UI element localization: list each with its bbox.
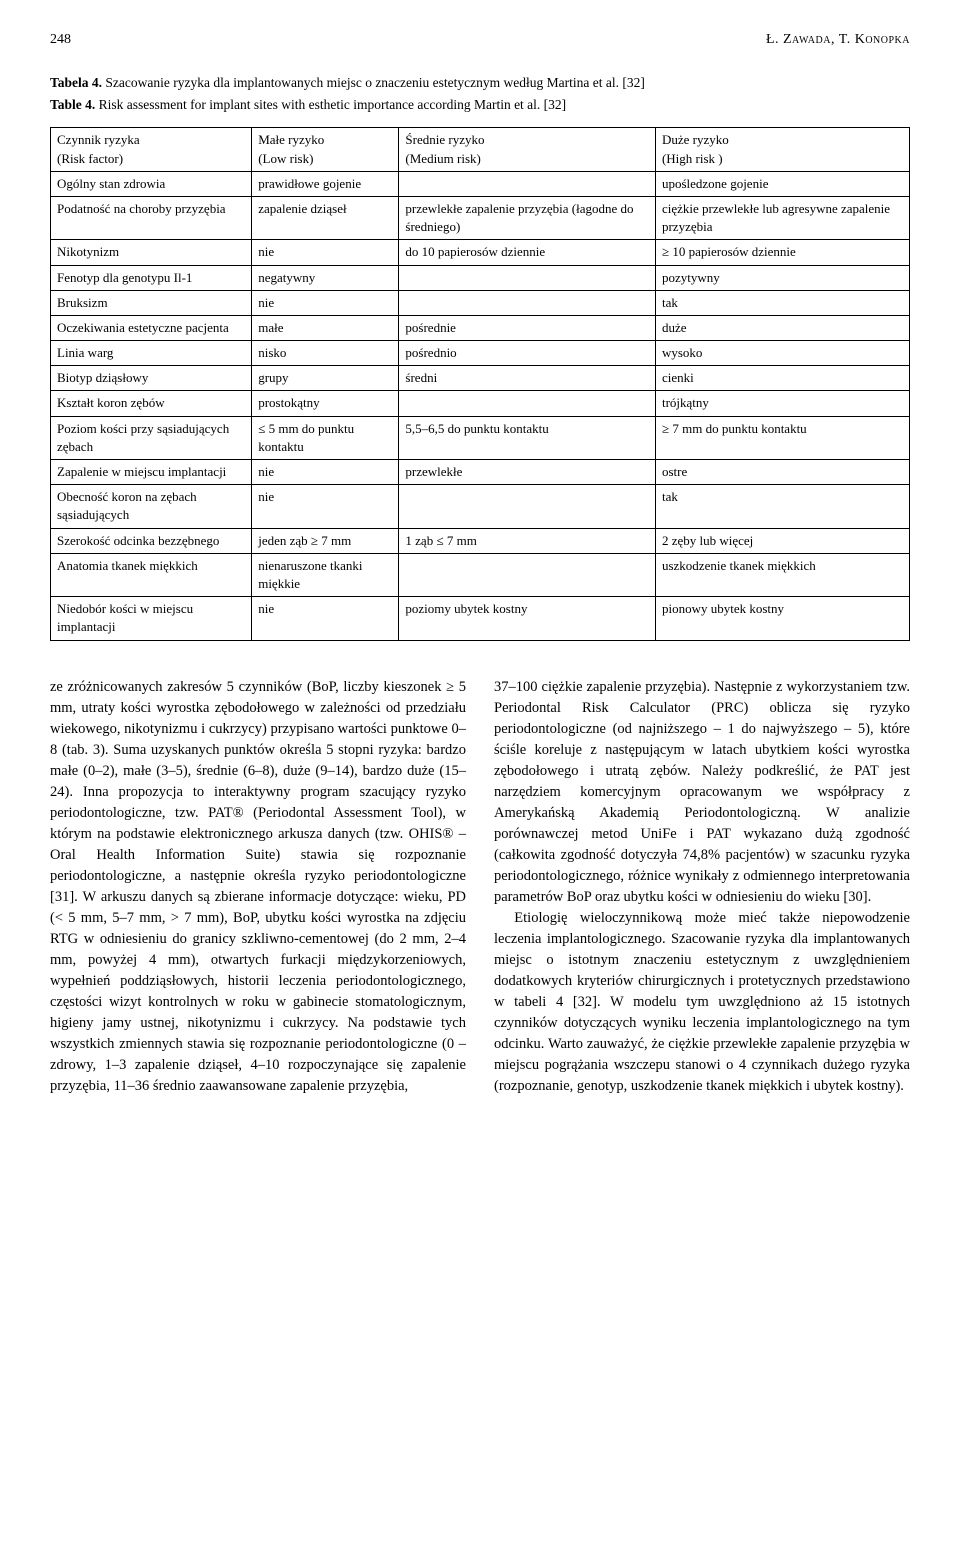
table-cell: Szerokość odcinka bezzębnego	[51, 528, 252, 553]
table-caption-pl: Tabela 4. Szacowanie ryzyka dla implanto…	[50, 74, 910, 93]
table-cell: Fenotyp dla genotypu Il-1	[51, 265, 252, 290]
body-paragraph: Etiologię wieloczynnikową może mieć takż…	[494, 908, 910, 1097]
table-cell: ciężkie przewlekłe lub agresywne zapalen…	[655, 196, 909, 239]
table-cell: Poziom kości przy sąsiadujących zębach	[51, 416, 252, 459]
table-cell: przewlekłe	[399, 460, 656, 485]
table-cell: duże	[655, 315, 909, 340]
table-cell: ≥ 7 mm do punktu kontaktu	[655, 416, 909, 459]
table-cell: pośrednio	[399, 341, 656, 366]
table-row: Oczekiwania estetyczne pacjentamałepośre…	[51, 315, 910, 340]
table-cell: Ogólny stan zdrowia	[51, 171, 252, 196]
table-row: Linia wargniskopośredniowysoko	[51, 341, 910, 366]
page-number: 248	[50, 30, 71, 50]
table-cell: małe	[252, 315, 399, 340]
table-cell: Obecność koron na zębach sąsiadujących	[51, 485, 252, 528]
page-header: 248 Ł. Zawada, T. Konopka	[50, 30, 910, 50]
table-cell: 2 zęby lub więcej	[655, 528, 909, 553]
table-cell: Niedobór kości w miejscu implantacji	[51, 597, 252, 640]
col-header-0: Czynnik ryzyka (Risk factor)	[51, 128, 252, 171]
table-row: Ogólny stan zdrowiaprawidłowe gojenie upo…	[51, 171, 910, 196]
table-cell: nie	[252, 240, 399, 265]
table-cell: nie	[252, 460, 399, 485]
table-cell: cienki	[655, 366, 909, 391]
right-column: 37–100 ciężkie zapalenie przyzębia). Nas…	[494, 677, 910, 1097]
table-caption-text: Szacowanie ryzyka dla implantowanych mie…	[105, 75, 644, 90]
table-body: Ogólny stan zdrowiaprawidłowe gojenie upo…	[51, 171, 910, 640]
table-row: Poziom kości przy sąsiadujących zębach≤ …	[51, 416, 910, 459]
table-cell: nie	[252, 290, 399, 315]
table-cell: Biotyp dziąsłowy	[51, 366, 252, 391]
table-cell: tak	[655, 485, 909, 528]
table-cell: pośrednie	[399, 315, 656, 340]
table-cell	[399, 265, 656, 290]
table-row: Fenotyp dla genotypu Il-1negatywny pozyty…	[51, 265, 910, 290]
table-cell: Kształt koron zębów	[51, 391, 252, 416]
table-cell: nie	[252, 597, 399, 640]
col-header-1: Małe ryzyko (Low risk)	[252, 128, 399, 171]
table-row: Bruksizmnie tak	[51, 290, 910, 315]
table-cell: Bruksizm	[51, 290, 252, 315]
table-cell: nie	[252, 485, 399, 528]
table-cell: przewlekłe zapalenie przyzębia (łagodne …	[399, 196, 656, 239]
table-cell	[399, 485, 656, 528]
table-cell	[399, 553, 656, 596]
table-row: Zapalenie w miejscu implantacjinieprzewl…	[51, 460, 910, 485]
table-cell: grupy	[252, 366, 399, 391]
table-cell: prawidłowe gojenie	[252, 171, 399, 196]
table-row: Anatomia tkanek miękkichnienaruszone tka…	[51, 553, 910, 596]
table-cell: jeden ząb ≥ 7 mm	[252, 528, 399, 553]
table-row: Niedobór kości w miejscu implantacjiniep…	[51, 597, 910, 640]
risk-table: Czynnik ryzyka (Risk factor) Małe ryzyko…	[50, 127, 910, 640]
table-row: Biotyp dziąsłowygrupyśrednicienki	[51, 366, 910, 391]
table-row: Nikotynizmniedo 10 papierosów dziennie≥ …	[51, 240, 910, 265]
table-cell: tak	[655, 290, 909, 315]
table-cell: Linia warg	[51, 341, 252, 366]
col-header-3: Duże ryzyko (High risk )	[655, 128, 909, 171]
table-cell: nisko	[252, 341, 399, 366]
table-cell: do 10 papierosów dziennie	[399, 240, 656, 265]
body-paragraph: 37–100 ciężkie zapalenie przyzębia). Nas…	[494, 677, 910, 908]
table-cell: uszkodzenie tkanek miękkich	[655, 553, 909, 596]
table-cell: Zapalenie w miejscu implantacji	[51, 460, 252, 485]
table-cell: ≥ 10 papierosów dziennie	[655, 240, 909, 265]
table-cell: pionowy ubytek kostny	[655, 597, 909, 640]
table-caption-label: Tabela 4.	[50, 75, 102, 90]
table-cell	[399, 290, 656, 315]
table-row: Szerokość odcinka bezzębnegojeden ząb ≥ …	[51, 528, 910, 553]
table-cell: Anatomia tkanek miękkich	[51, 553, 252, 596]
table-row: Kształt koron zębówprostokątny trójkątny	[51, 391, 910, 416]
table-cell	[399, 391, 656, 416]
table-head: Czynnik ryzyka (Risk factor) Małe ryzyko…	[51, 128, 910, 171]
table-cell: upośledzone gojenie	[655, 171, 909, 196]
table-subcaption-text: Risk assessment for implant sites with e…	[99, 97, 567, 112]
table-cell: Nikotynizm	[51, 240, 252, 265]
table-cell: 1 ząb ≤ 7 mm	[399, 528, 656, 553]
table-cell: wysoko	[655, 341, 909, 366]
table-cell: ostre	[655, 460, 909, 485]
table-cell: Oczekiwania estetyczne pacjenta	[51, 315, 252, 340]
table-cell: trójkątny	[655, 391, 909, 416]
table-cell: pozytywny	[655, 265, 909, 290]
table-cell: prostokątny	[252, 391, 399, 416]
table-cell: ≤ 5 mm do punktu kontaktu	[252, 416, 399, 459]
table-row: Obecność koron na zębach sąsiadującychni…	[51, 485, 910, 528]
table-cell: Podatność na choroby przyzębia	[51, 196, 252, 239]
table-caption-en: Table 4. Risk assessment for implant sit…	[50, 96, 910, 115]
table-cell: średni	[399, 366, 656, 391]
table-cell: poziomy ubytek kostny	[399, 597, 656, 640]
table-cell: negatywny	[252, 265, 399, 290]
table-cell: 5,5–6,5 do punktu kontaktu	[399, 416, 656, 459]
col-header-2: Średnie ryzyko (Medium risk)	[399, 128, 656, 171]
table-subcaption-label: Table 4.	[50, 97, 95, 112]
page-authors: Ł. Zawada, T. Konopka	[766, 30, 910, 50]
body-columns: ze zróżnicowanych zakresów 5 czynników (…	[50, 677, 910, 1097]
body-paragraph: ze zróżnicowanych zakresów 5 czynników (…	[50, 677, 466, 1097]
left-column: ze zróżnicowanych zakresów 5 czynników (…	[50, 677, 466, 1097]
table-header-row: Czynnik ryzyka (Risk factor) Małe ryzyko…	[51, 128, 910, 171]
table-row: Podatność na choroby przyzębiazapalenie …	[51, 196, 910, 239]
table-cell: zapalenie dziąseł	[252, 196, 399, 239]
table-cell: nienaruszone tkanki miękkie	[252, 553, 399, 596]
table-cell	[399, 171, 656, 196]
